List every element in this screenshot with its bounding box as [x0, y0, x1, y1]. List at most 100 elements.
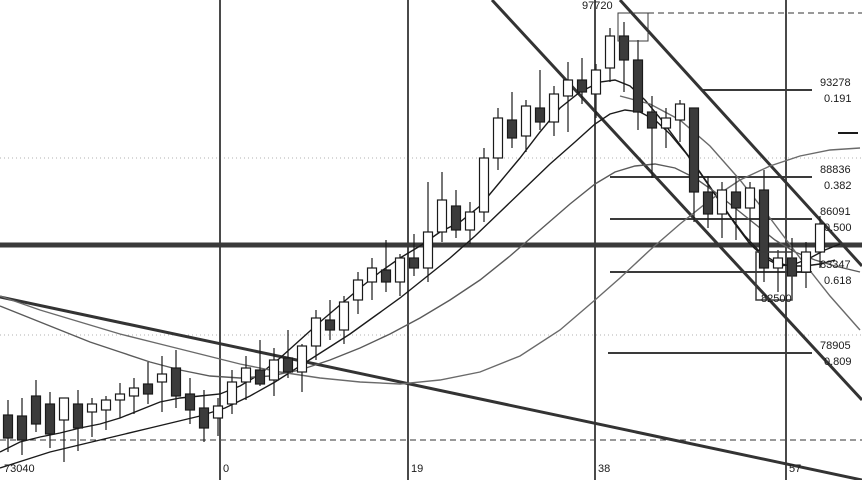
- candlestick[interactable]: [156, 356, 168, 412]
- fib-ratio-0.500: 0.500: [824, 222, 852, 234]
- candlestick[interactable]: [674, 100, 686, 142]
- candlestick[interactable]: [660, 108, 672, 148]
- moving-average-lines: [0, 79, 861, 469]
- x-axis-tick-38: 38: [598, 463, 611, 475]
- candlestick[interactable]: [226, 370, 238, 414]
- ma-fast-line: [0, 79, 841, 453]
- candle-body-down: [198, 407, 210, 429]
- candlestick[interactable]: [716, 182, 728, 238]
- candle-body-up: [114, 393, 126, 401]
- candle-body-up: [226, 381, 238, 405]
- candlestick[interactable]: [450, 190, 462, 238]
- candle-body-down: [450, 205, 462, 231]
- candlestick[interactable]: [366, 258, 378, 300]
- candlestick[interactable]: [632, 40, 644, 130]
- candlestick[interactable]: [590, 64, 602, 118]
- candlestick[interactable]: [702, 176, 714, 228]
- candle-body-up: [744, 187, 756, 209]
- candle-body-up: [660, 117, 672, 129]
- candle-body-up: [436, 199, 448, 233]
- candlestick[interactable]: [506, 92, 518, 148]
- candlestick[interactable]: [562, 62, 574, 132]
- candlestick[interactable]: [408, 234, 420, 276]
- candlestick[interactable]: [814, 216, 826, 268]
- candlestick[interactable]: [86, 398, 98, 437]
- candlestick[interactable]: [534, 70, 546, 130]
- candle-body-down: [72, 403, 84, 429]
- candlestick[interactable]: [548, 86, 560, 136]
- candlestick[interactable]: [688, 107, 700, 222]
- candle-body-down: [170, 367, 182, 397]
- candlestick[interactable]: [436, 172, 448, 242]
- candlestick[interactable]: [310, 310, 322, 360]
- candlestick[interactable]: [618, 22, 630, 92]
- candle-body-down: [758, 189, 770, 269]
- candlestick[interactable]: [72, 390, 84, 451]
- candlestick[interactable]: [492, 108, 504, 170]
- candlestick[interactable]: [254, 340, 266, 386]
- candlestick[interactable]: [128, 378, 140, 414]
- candlestick[interactable]: [324, 300, 336, 340]
- candle-body-down: [688, 107, 700, 193]
- candle-body-down: [702, 191, 714, 215]
- candlestick[interactable]: [240, 356, 252, 400]
- candle-body-down: [44, 403, 56, 435]
- candlestick[interactable]: [422, 182, 434, 282]
- candlestick[interactable]: [730, 178, 742, 240]
- candle-body-up: [268, 359, 280, 381]
- candlestick[interactable]: [352, 272, 364, 314]
- candlestick[interactable]: [30, 380, 42, 432]
- candlestick[interactable]: [184, 378, 196, 424]
- candlestick[interactable]: [142, 362, 154, 404]
- candle-body-down: [646, 111, 658, 129]
- candle-body-down: [2, 414, 14, 439]
- candlestick[interactable]: [464, 202, 476, 244]
- candle-body-up: [674, 103, 686, 121]
- candle-body-up: [394, 257, 406, 283]
- candle-body-up: [814, 223, 826, 253]
- candlestick[interactable]: [646, 96, 658, 178]
- x-axis-tick-57: 57: [789, 463, 802, 475]
- candle-body-down: [576, 79, 588, 93]
- candle-body-up: [296, 345, 308, 373]
- candlestick[interactable]: [772, 250, 784, 292]
- fib-ratio-0.382: 0.382: [824, 180, 852, 192]
- candlestick[interactable]: [44, 392, 56, 448]
- candlestick[interactable]: [744, 182, 756, 244]
- candle-body-up: [338, 301, 350, 331]
- candle-body-down: [506, 119, 518, 139]
- candlestick[interactable]: [800, 242, 812, 288]
- candlestick[interactable]: [758, 170, 770, 282]
- peak-marker-box: [617, 12, 649, 42]
- candlestick[interactable]: [338, 296, 350, 344]
- x-axis-tick-19: 19: [411, 463, 424, 475]
- candle-body-up: [772, 257, 784, 269]
- candle-body-down: [282, 357, 294, 373]
- candlestick[interactable]: [394, 254, 406, 296]
- candlestick[interactable]: [268, 348, 280, 396]
- candlestick[interactable]: [212, 398, 224, 436]
- candlestick[interactable]: [114, 383, 126, 418]
- candlestick[interactable]: [198, 390, 210, 442]
- candlestick[interactable]: [380, 240, 392, 292]
- box-price-label: 82500: [761, 293, 792, 305]
- candlestick[interactable]: [296, 344, 308, 392]
- candlestick[interactable]: [2, 400, 14, 452]
- candlestick[interactable]: [520, 100, 532, 152]
- candle-body-up: [156, 373, 168, 383]
- candle-body-up: [520, 105, 532, 137]
- candlestick[interactable]: [604, 28, 616, 82]
- candle-body-down: [534, 107, 546, 123]
- candle-body-up: [800, 251, 812, 273]
- candlestick[interactable]: [478, 148, 490, 222]
- vertical-gridlines: [219, 0, 787, 480]
- candlestick[interactable]: [16, 398, 28, 455]
- candlestick[interactable]: [576, 58, 588, 104]
- candlestick[interactable]: [100, 396, 112, 430]
- candlestick[interactable]: [282, 330, 294, 378]
- candlestick-series[interactable]: [2, 22, 826, 462]
- candlestick[interactable]: [170, 350, 182, 408]
- candlestick[interactable]: [58, 397, 70, 462]
